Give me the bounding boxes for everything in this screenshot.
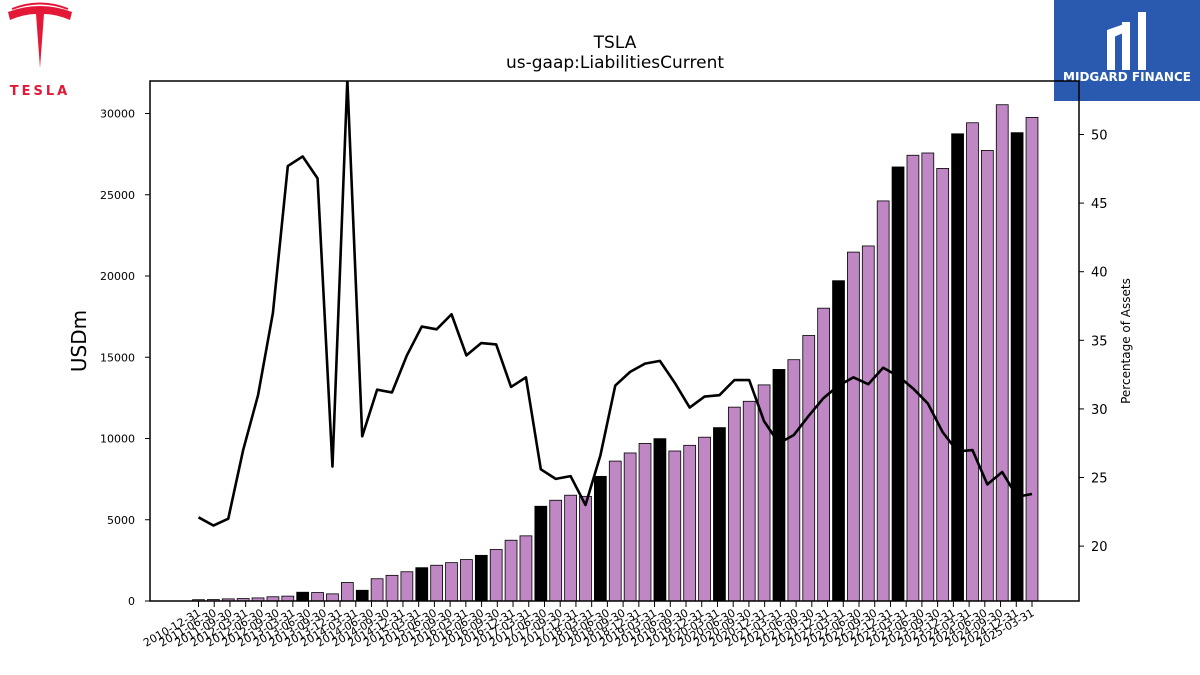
bar-2014-03-31: [370, 578, 384, 602]
bar-2023-12-31: [951, 133, 964, 602]
bar-2016-12-31: [534, 505, 548, 602]
bar-2014-06-30: [385, 574, 399, 602]
bar-2017-12-31: [594, 475, 607, 602]
bar-2022-12-31: [891, 166, 905, 602]
midgard-finance-logo: MIDGARD FINANCE: [1054, 0, 1200, 101]
bar-2024-12-31: [1010, 132, 1024, 602]
bar-2023-09-30: [936, 168, 950, 602]
bar-2018-09-30: [638, 442, 652, 602]
bar-2016-03-31: [489, 549, 503, 602]
y2-tick-label: 20: [1091, 540, 1108, 555]
bar-2021-12-31: [832, 280, 845, 602]
bar-2023-06-30: [921, 152, 935, 602]
bar-2015-12-31: [474, 554, 488, 602]
bar-2019-06-30: [683, 444, 697, 602]
bar-2019-12-31: [713, 427, 726, 602]
bar-2024-09-30: [995, 104, 1009, 602]
bar-2021-09-30: [817, 307, 830, 602]
y-axis-label: USDm: [67, 310, 91, 372]
y2-tick-label: 30: [1091, 403, 1108, 418]
y-tick-label: 25000: [100, 189, 135, 202]
bar-2019-03-31: [668, 450, 682, 602]
y-tick-label: 5000: [107, 514, 135, 527]
bar-2018-06-30: [623, 452, 637, 602]
bar-2015-03-31: [430, 564, 444, 602]
bar-2017-03-31: [549, 499, 563, 602]
bar-2022-06-30: [861, 245, 875, 602]
bar-2017-09-30: [579, 495, 592, 602]
bar-2020-12-31: [772, 369, 786, 602]
line-series: [197, 81, 1033, 527]
bar-2023-03-31: [906, 154, 920, 602]
bar-series: [192, 104, 1039, 602]
tesla-t-arc-icon: [11, 2, 69, 10]
y-tick-label: 15000: [100, 351, 135, 364]
bar-2020-03-31: [727, 406, 741, 602]
y2-tick-label: 45: [1091, 197, 1108, 212]
bar-2013-03-31: [311, 592, 324, 602]
y-tick-label: 0: [128, 595, 135, 608]
bar-2013-12-31: [355, 589, 369, 602]
axes: 0 5000 10000 15000 20000 25000 30000 20 25 30 35 40…: [100, 80, 1108, 650]
y2-axis-label: Percentage of Assets: [1119, 278, 1133, 404]
bar-2024-03-31: [966, 122, 979, 602]
bar-2013-09-30: [340, 582, 354, 602]
midgard-logo-text: MIDGARD FINANCE: [1063, 70, 1191, 84]
bar-2016-09-30: [519, 535, 533, 602]
bar-2022-09-30: [876, 200, 890, 602]
y2-tick-label: 35: [1091, 334, 1108, 349]
midgard-m-icon: [1107, 12, 1146, 70]
plot-frame: [149, 80, 1080, 602]
y2-tick-label: 25: [1091, 472, 1108, 487]
bar-2020-09-30: [757, 384, 771, 602]
bar-2021-06-30: [802, 335, 816, 602]
bar-2024-06-30: [980, 149, 994, 602]
bar-2018-12-31: [653, 438, 667, 602]
y-tick-label: 20000: [100, 270, 135, 283]
bar-2020-06-30: [742, 400, 756, 602]
tesla-logo: TESLA: [8, 2, 72, 99]
y2-tick-label: 50: [1091, 129, 1108, 144]
bar-2022-03-31: [847, 251, 860, 602]
bar-2025-03-31: [1025, 117, 1039, 602]
bar-2015-09-30: [460, 559, 473, 602]
y-tick-label: 10000: [100, 433, 135, 446]
bar-2014-09-30: [400, 571, 414, 602]
tesla-logo-text: TESLA: [10, 84, 70, 99]
tesla-t-icon: [8, 6, 72, 68]
bar-2021-03-31: [787, 359, 801, 602]
chart-title: TSLA: [593, 33, 637, 53]
y2-tick-label: 40: [1091, 266, 1108, 281]
percentage-line: [197, 81, 1033, 527]
bar-2014-12-31: [415, 567, 429, 602]
y-tick-label: 30000: [100, 108, 135, 121]
bar-2013-06-30: [326, 593, 339, 602]
bar-2018-03-31: [608, 460, 622, 602]
bar-2017-06-30: [564, 494, 577, 602]
bar-2016-06-30: [504, 539, 518, 602]
chart-subtitle: us-gaap:LiabilitiesCurrent: [506, 53, 724, 73]
bar-2012-12-31: [296, 591, 310, 602]
bar-2019-09-30: [698, 436, 711, 602]
bar-2015-06-30: [445, 562, 458, 602]
